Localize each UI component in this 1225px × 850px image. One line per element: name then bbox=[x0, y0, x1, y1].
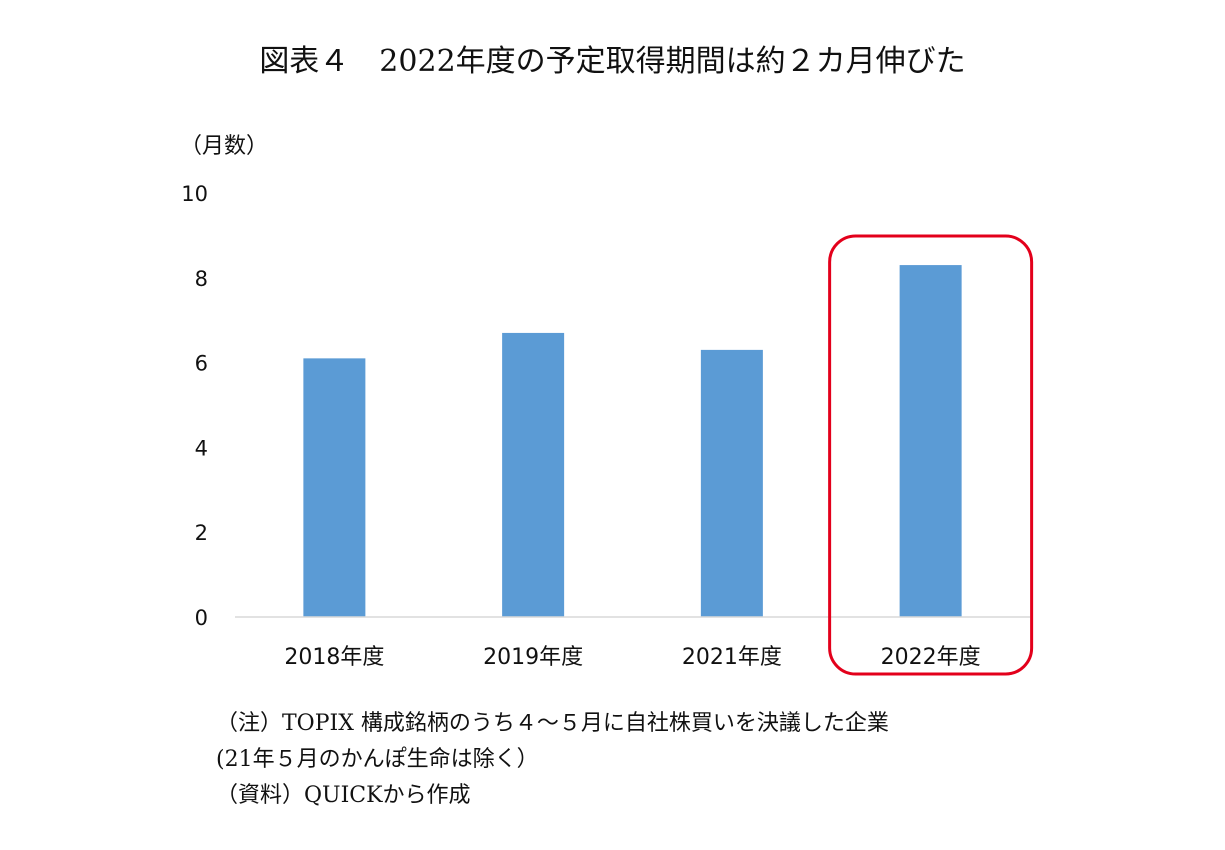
bar bbox=[303, 358, 366, 617]
chart-title: 図表４ 2022年度の予定取得期間は約２カ月伸びた bbox=[259, 44, 966, 79]
x-tick-labels: 2018年度 2019年度 2021年度 2022年度 bbox=[284, 645, 980, 670]
highlight-frame bbox=[828, 234, 1034, 676]
bar bbox=[502, 332, 565, 617]
bars bbox=[303, 265, 962, 617]
x-tick-label: 2021年度 bbox=[682, 645, 782, 670]
y-axis-label: （月数） bbox=[180, 134, 268, 159]
notes: （注）TOPIX 構成銘柄のうち４～５月に自社株買いを決議した企業 (21年５月… bbox=[216, 706, 889, 814]
y-tick-label: 0 bbox=[195, 606, 208, 630]
y-tick-label: 6 bbox=[195, 352, 208, 376]
bar bbox=[899, 265, 962, 617]
y-tick-label: 8 bbox=[195, 267, 208, 291]
x-tick-label: 2018年度 bbox=[284, 645, 384, 670]
x-tick-label: 2022年度 bbox=[881, 645, 981, 670]
note-line-1: （注）TOPIX 構成銘柄のうち４～５月に自社株買いを決議した企業 bbox=[216, 711, 889, 736]
x-tick-label: 2019年度 bbox=[483, 645, 583, 670]
bar bbox=[700, 349, 763, 617]
y-tick-label: 10 bbox=[181, 182, 208, 206]
y-tick-label: 4 bbox=[195, 436, 208, 460]
y-tick-label: 2 bbox=[195, 521, 208, 545]
note-line-2: (21年５月のかんぽ生命は除く） bbox=[216, 747, 539, 772]
note-line-3: （資料）QUICKから作成 bbox=[216, 783, 471, 808]
y-tick-labels: 0 2 4 6 8 10 bbox=[181, 182, 208, 630]
